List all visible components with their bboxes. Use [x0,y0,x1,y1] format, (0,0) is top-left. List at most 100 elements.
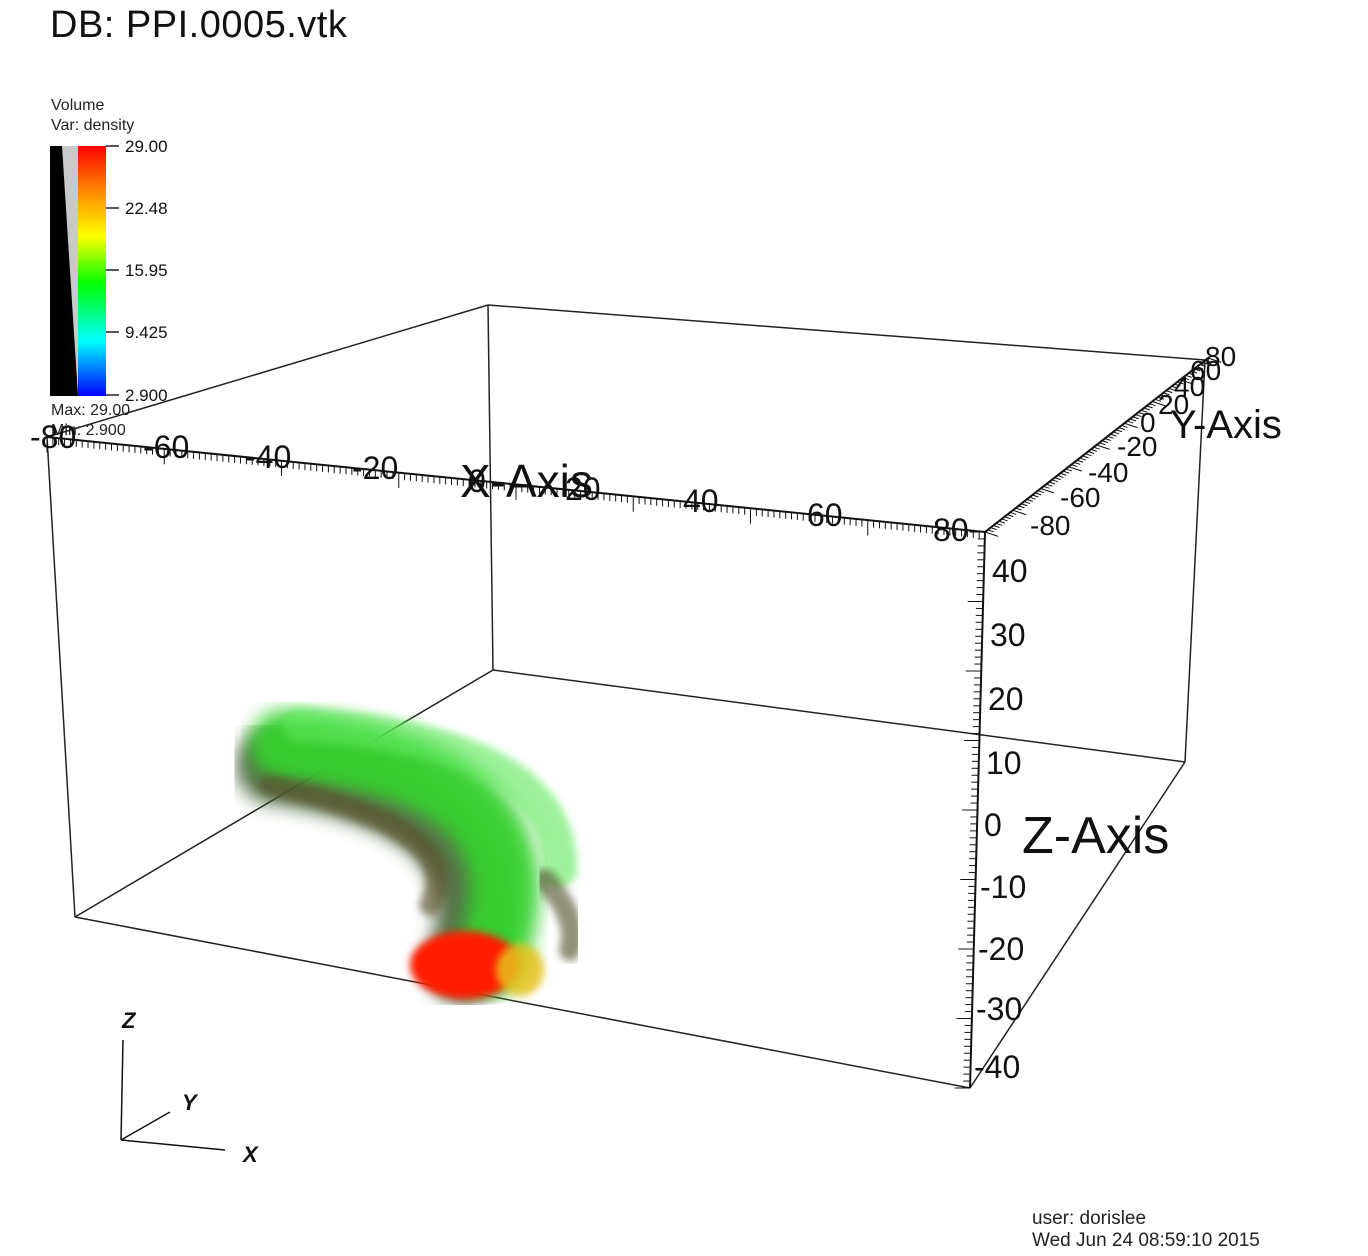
triad-x-label: X [241,1142,259,1167]
axis-tick [1012,509,1027,516]
axis-tick [1065,468,1072,472]
axis-tick [1060,472,1067,476]
z-tick-label: -20 [978,931,1024,967]
x-tick-label: 40 [683,483,719,519]
database-title: DB: PPI.0005.vtk [50,4,348,46]
axis-tick [1152,401,1166,407]
y-tick-label: -20 [1117,431,1157,462]
opacity-ramp [50,146,78,396]
axis-tick [1107,435,1114,439]
axis-tick [1140,409,1148,413]
axis-tick [1143,407,1151,411]
x-tick-label: -80 [30,419,76,455]
x-tick-label: 60 [807,497,843,533]
axis-tick [1207,357,1222,363]
z-tick-label: 20 [988,681,1024,717]
color-ramp [78,146,106,396]
axis-tick [1202,361,1209,365]
axis-tick [1129,418,1137,422]
user-label: user: dorislee [1032,1208,1147,1229]
axis-tick [1174,383,1181,387]
axis-tick [984,531,999,537]
axis-tick [1205,359,1212,363]
axis-tick [1160,394,1167,398]
y-tick-label: 0 [1140,407,1156,438]
colorbar: 29.00 22.48 15.95 9.425 2.900 [50,137,168,405]
z-tick-label: -40 [974,1049,1020,1085]
axis-tick [1188,372,1195,376]
footer-info: user: dorislee Wed Jun 24 08:59:10 2015 [1032,1208,1260,1252]
axis-tick [1090,448,1098,452]
legend-max: Max: 29.00 [51,402,131,419]
triad-z-label: Z [121,1008,137,1033]
axis-tick [1121,424,1128,428]
axis-tick [990,527,997,531]
axis-tick [1104,438,1112,441]
y-tick-label: 60 [1190,355,1221,386]
axis-tick [1132,416,1139,420]
x-tick-label: -20 [352,450,398,486]
axis-tick [1115,429,1123,433]
x-axis: -80 -60 -40 -20 0 20 40 60 80 X-Axis [30,419,986,548]
axis-tick [1099,442,1106,446]
timestamp-label: Wed Jun 24 08:59:10 2015 [1032,1230,1260,1251]
axis-tick [1026,498,1033,502]
colorbar-tick-label: 29.00 [125,137,168,156]
axis-tick [1146,405,1153,409]
axis-tick [1149,403,1156,407]
axis-tick [1046,483,1053,487]
y-tick-label: 40 [1174,371,1205,402]
y-tick-label: 20 [1158,389,1189,420]
y-axis: -80 -60 -40 -20 0 20 40 60 80 Y-Axis [984,341,1282,541]
z-tick-label: -30 [976,991,1022,1027]
axis-tick [1023,501,1031,505]
axis-tick [1007,514,1014,518]
axis-tick [1048,481,1056,485]
axis-tick [1193,368,1201,372]
axis-tick [1127,420,1134,424]
axis-tick [1071,464,1078,468]
y-axis-title: Y-Axis [1170,403,1282,447]
axis-tick [1138,411,1145,415]
z-tick-label: 40 [992,553,1028,589]
legend-variable: Var: density [51,117,135,134]
axis-tick [1032,494,1039,498]
axis-tick [1087,451,1095,454]
axis-tick [1110,433,1117,437]
axis-tick [1096,444,1110,450]
orientation-triad: Z Y X [120,1008,259,1167]
axis-tick [1029,496,1036,500]
bounding-box [46,304,1206,1089]
axis-tick [1163,392,1170,396]
x-tick-label: 80 [933,512,969,548]
z-tick-label: 0 [984,807,1002,843]
axis-tick [998,520,1006,524]
z-tick-label: 30 [990,617,1026,653]
triad-y-label: Y [182,1090,199,1115]
z-axis: 40 30 20 10 0 -10 -20 -30 -40 Z-Axis [954,531,1169,1089]
axis-tick [1079,457,1086,461]
legend-minmax: Max: 29.00 Min: 2.900 [51,401,130,441]
colorbar-tick-label: 9.425 [125,323,168,342]
axis-tick [1037,490,1045,494]
axis-tick [1196,366,1204,370]
axis-tick [1068,466,1082,472]
axis-tick [1135,414,1142,418]
legend-plot-type: Volume [51,97,105,114]
axis-tick [1179,379,1194,385]
axis-tick [1157,396,1164,400]
axis-tick [1015,507,1022,511]
axis-tick [1171,385,1178,389]
z-tick-label: -10 [980,869,1026,905]
axis-tick [1113,431,1120,435]
z-tick-label: 10 [986,745,1022,781]
axis-tick [1168,387,1176,391]
axis-tick [1051,479,1059,483]
legend-header: Volume Var: density [51,96,134,136]
axis-tick [1124,422,1138,429]
x-tick-label: 0 [468,463,486,499]
colorbar-tick-label: 2.900 [125,386,168,405]
axis-tick [1082,455,1089,459]
axis-tick [1191,370,1198,374]
